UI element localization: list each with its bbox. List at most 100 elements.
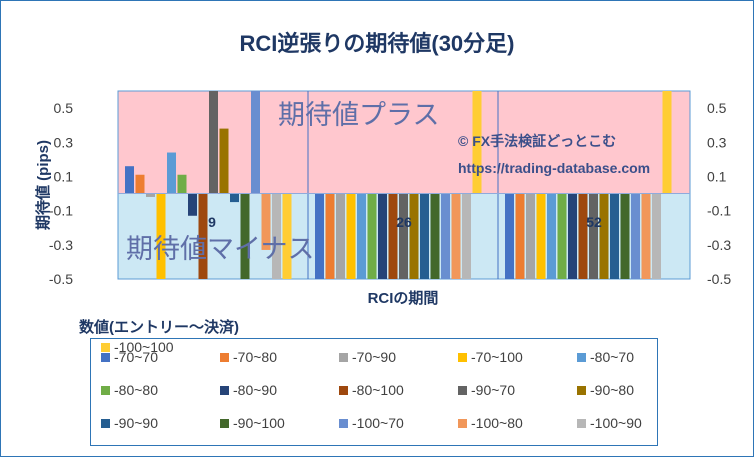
bar--90~90-52 [610,193,619,279]
legend-label: -100~70 [352,415,404,431]
legend-item: -90~90 [101,415,158,431]
legend-label: -70~90 [352,349,396,365]
legend-swatch [339,386,348,395]
bar--90~70-26 [399,193,408,279]
bar--90~80-26 [409,193,419,279]
legend-swatch [458,386,467,395]
bar--90~100-9 [240,193,250,279]
legend-label: -80~80 [114,382,158,398]
bar--90~90-26 [420,193,429,279]
legend-swatch [577,353,586,362]
legend-swatch [220,419,229,428]
bar--100~100-9 [282,193,292,279]
chart-title: RCI逆張りの期待値(30分足) [239,31,515,56]
legend-swatch [577,386,586,395]
legend-item: -70~70 [101,349,158,365]
bar--70~80-9 [135,174,145,194]
bar--80~90-52 [568,193,577,279]
bar--100~90-52 [652,193,661,279]
bar--70~80-52 [515,193,525,279]
bar--100~70-26 [441,193,450,279]
legend-label: -70~70 [114,349,158,365]
bar--70~100-9 [156,193,166,279]
x-axis-title: RCIの期間 [368,289,439,307]
bar--100~70-52 [631,193,640,279]
bar--80~70-9 [167,152,176,194]
credit-line2: https://trading-database.com [458,160,650,176]
bar--90~100-52 [620,193,630,279]
legend-swatch [577,419,586,428]
bar--90~70-9 [209,91,218,194]
legend-item: -100~80 [458,415,523,431]
bar--70~90-26 [336,193,345,279]
y-tick-left: -0.3 [49,237,73,253]
legend-item: -100~70 [339,415,404,431]
legend-item: -100~100 [101,339,174,355]
bar--70~100-26 [346,193,356,279]
legend-item: -90~100 [220,415,285,431]
credit-line1: © FX手法検証どっとこむ [458,133,616,149]
band-plus-label: 期待値プラス [278,100,439,131]
legend-item: -80~80 [101,382,158,398]
band-minus-label: 期待値マイナス [126,234,314,265]
bar--70~70-26 [315,193,324,279]
x-tick-label-9: 9 [208,214,216,230]
legend-swatch [458,353,467,362]
bar--90~100-26 [430,193,440,279]
y-tick-right: 0.5 [707,100,727,116]
bar--90~80-9 [219,128,229,194]
bar--90~70-52 [589,193,598,279]
bar--90~90-9 [230,193,239,203]
y-tick-right: 0.1 [707,168,727,184]
legend-swatch [339,419,348,428]
legend-swatch [458,419,467,428]
legend-item: -70~100 [458,349,523,365]
legend-item: -80~90 [220,382,277,398]
bar--70~70-52 [505,193,514,279]
x-tick-label-52: 52 [586,214,602,230]
legend: -70~70 -70~80 -70~90 -70~100 -80~70 -80~80 -80… [90,338,658,446]
bar--100~80-9 [261,193,271,250]
y-tick-right: -0.3 [707,237,731,253]
legend-item: -70~80 [220,349,277,365]
y-tick-left: -0.1 [49,203,73,219]
bar--80~70-26 [357,193,366,279]
y-axis-title: 期待値 (pips) [34,140,52,230]
y-tick-left: -0.5 [49,271,73,287]
bar--90~80-52 [599,193,609,279]
legend-swatch [339,353,348,362]
legend-swatch [101,343,110,352]
legend-swatch [220,353,229,362]
y-tick-left: 0.5 [54,100,74,116]
bar--100~90-9 [272,193,281,279]
y-tick-right: 0.3 [707,134,727,150]
bar--70~70-9 [125,166,134,194]
bar--80~100-52 [578,193,588,279]
bar--70~90-9 [146,193,155,197]
y-tick-right: -0.1 [707,203,731,219]
bar--80~100-26 [388,193,398,279]
bar--70~100-52 [536,193,546,279]
bar--80~90-26 [378,193,387,279]
bar--80~80-9 [177,174,187,194]
legend-label: -90~80 [590,382,634,398]
legend-label: -80~90 [233,382,277,398]
bar--70~90-52 [526,193,535,279]
legend-label: -70~100 [471,349,523,365]
legend-swatch [101,353,110,362]
legend-item: -80~70 [577,349,634,365]
legend-item: -90~80 [577,382,634,398]
y-tick-right: -0.5 [707,271,731,287]
legend-swatch [220,386,229,395]
bar--80~80-26 [367,193,377,279]
x-tick-label-26: 26 [396,214,412,230]
y-tick-left: 0.3 [54,134,74,150]
bar--100~90-26 [462,193,471,279]
legend-item: -90~70 [458,382,515,398]
legend-title: 数値(エントリー～決済) [75,316,243,337]
bar--80~80-52 [557,193,567,279]
bar--70~80-26 [325,193,335,279]
legend-swatch [101,386,110,395]
bar--80~100-9 [198,193,208,279]
bar--100~100-52 [662,91,672,194]
